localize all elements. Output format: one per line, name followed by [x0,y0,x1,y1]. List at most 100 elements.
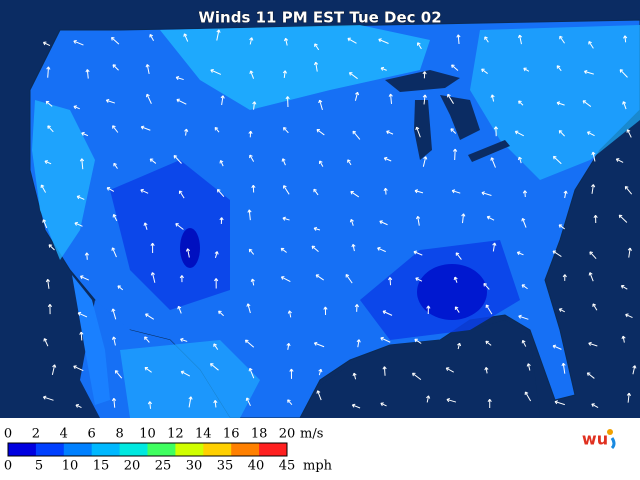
wind-arrow-head [377,247,380,251]
wind-arrow-head [354,304,358,308]
wind-arrow [81,158,84,170]
wind-arrow [553,156,562,165]
wind-arrow [47,66,49,78]
wind-arrow-head [620,285,624,289]
wind-arrow-head [145,64,148,68]
wind-arrow [485,304,493,315]
wind-arrow-head [210,363,212,367]
wind-arrow [285,38,288,46]
logo-drop [610,437,616,450]
wind-arrow [345,274,353,284]
wind-arrow [249,368,255,379]
wind-arrow-head [453,276,456,281]
wind-arrow-head [76,196,80,200]
wind-arrow [314,43,320,51]
wind-arrow [352,130,361,140]
wind-arrow [141,126,151,131]
wind-arrow-head [485,341,488,345]
wind-arrow-head [481,192,485,196]
wind-arrow-head [219,217,223,221]
wind-arrow-head [111,398,115,402]
wind-arrow [214,400,217,408]
mph-tick-label: 15 [93,459,110,474]
wind-arrow [446,367,454,373]
wind-arrow-head [456,34,459,38]
wind-arrow [582,100,592,107]
color-swatch [259,443,288,456]
wind-arrow-head [422,94,426,98]
wind-arrow [517,251,524,256]
wind-arrow-head [452,148,456,152]
wind-arrow [384,188,387,195]
wind-arrow-head [446,399,450,403]
wind-arrow [423,94,426,105]
wind-arrow-head [558,224,561,228]
wind-arrow [214,127,220,133]
wind-arrow [521,284,528,290]
wind-arrow-head [43,338,45,342]
wind-arrow-head [150,242,153,246]
wind-arrow [357,339,360,348]
wind-arrow [386,130,394,135]
wind-arrow [588,342,598,347]
wind-arrow-head [246,303,249,307]
wind-arrow [347,159,352,166]
wind-arrow-head [386,131,389,135]
wind-arrow-head [518,315,521,319]
wind-arrow-head [552,345,556,349]
wind-arrow [318,369,322,376]
wind-arrow-head [179,275,183,279]
wind-arrow-head [216,29,220,33]
wind-arrow-head [412,373,414,377]
mph-tick-label: 5 [35,459,43,474]
wind-arrow [248,209,251,221]
wind-arrow [632,365,636,375]
wind-arrow-head [490,157,492,161]
logo-dot [607,429,613,435]
wind-arrow-head [380,67,384,71]
wind-arrow [113,398,116,408]
wind-arrow-head [311,246,314,250]
wind-arrow [177,306,182,314]
wind-arrow-head [521,284,524,288]
mph-tick-label: 0 [4,459,12,474]
wind-arrow-head [73,40,76,44]
wind-arrow-head [414,190,418,194]
wind-arrow [454,149,456,161]
wind-arrow-head [587,131,590,135]
wind-arrow [523,67,530,72]
wind-arrow [414,338,422,344]
logo: wu [582,429,616,450]
wind-arrow [380,402,387,407]
wind-arrow [587,372,595,379]
wind-arrow [283,185,290,195]
wind-arrow-head [593,214,596,219]
wind-arrow [179,190,185,199]
wind-arrow-head [180,338,183,342]
wind-arrow [457,343,461,350]
wind-arrow-head [618,215,621,219]
wind-arrow-head [218,311,220,315]
wind-arrow-head [523,68,526,72]
wind-arrow-head [426,305,429,309]
wind-arrow-head [493,126,497,130]
wind-arrow [188,396,192,408]
ms-tick-label: 20 [279,427,296,442]
wind-arrow [621,285,628,290]
wind-arrow [619,69,628,78]
wind-arrow [80,275,89,281]
wind-arrow [492,242,496,252]
wind-arrow [559,35,565,44]
wind-arrow-head [105,99,109,103]
wind-arrow [552,250,562,257]
wind-arrow-head [388,93,391,97]
wind-arrow [352,244,355,252]
color-swatch [91,443,121,456]
wind-arrow-head [313,342,317,346]
cyan-mexico [120,340,260,418]
cyan-north [160,25,430,110]
wind-arrow [80,331,83,341]
wind-arrow-head [73,106,76,110]
wind-arrow [319,160,324,167]
wind-arrow-head [586,372,589,376]
